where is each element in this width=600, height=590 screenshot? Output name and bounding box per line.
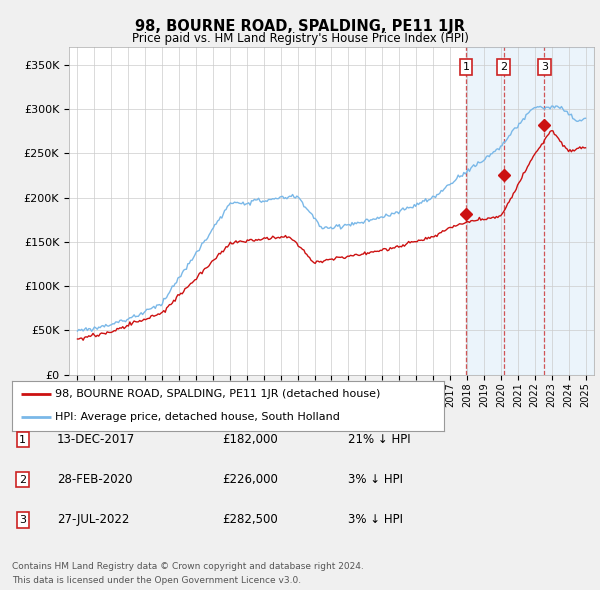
- Text: 3: 3: [541, 62, 548, 72]
- Bar: [466, 47, 594, 375]
- Text: 2: 2: [19, 475, 26, 484]
- Text: 21% ↓ HPI: 21% ↓ HPI: [348, 433, 410, 446]
- Text: 98, BOURNE ROAD, SPALDING, PE11 1JR: 98, BOURNE ROAD, SPALDING, PE11 1JR: [135, 19, 465, 34]
- Text: 13-DEC-2017: 13-DEC-2017: [57, 433, 135, 446]
- Text: Price paid vs. HM Land Registry's House Price Index (HPI): Price paid vs. HM Land Registry's House …: [131, 32, 469, 45]
- Text: This data is licensed under the Open Government Licence v3.0.: This data is licensed under the Open Gov…: [12, 576, 301, 585]
- Text: HPI: Average price, detached house, South Holland: HPI: Average price, detached house, Sout…: [55, 412, 340, 422]
- Text: 3: 3: [19, 515, 26, 525]
- Text: 1: 1: [463, 62, 470, 72]
- Text: 28-FEB-2020: 28-FEB-2020: [57, 473, 133, 486]
- Text: £182,000: £182,000: [222, 433, 278, 446]
- Text: 27-JUL-2022: 27-JUL-2022: [57, 513, 130, 526]
- Text: 1: 1: [19, 435, 26, 444]
- Text: 2: 2: [500, 62, 507, 72]
- Text: 3% ↓ HPI: 3% ↓ HPI: [348, 473, 403, 486]
- Text: £282,500: £282,500: [222, 513, 278, 526]
- Text: Contains HM Land Registry data © Crown copyright and database right 2024.: Contains HM Land Registry data © Crown c…: [12, 562, 364, 571]
- Text: £226,000: £226,000: [222, 473, 278, 486]
- Text: 3% ↓ HPI: 3% ↓ HPI: [348, 513, 403, 526]
- Text: 98, BOURNE ROAD, SPALDING, PE11 1JR (detached house): 98, BOURNE ROAD, SPALDING, PE11 1JR (det…: [55, 389, 380, 399]
